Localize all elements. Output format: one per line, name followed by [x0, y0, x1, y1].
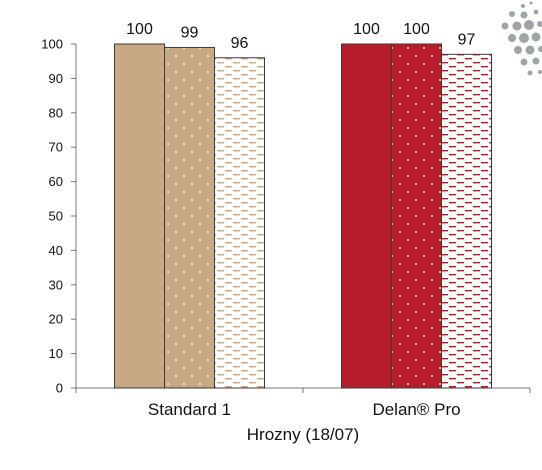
data-label: 96 — [231, 35, 249, 52]
decor-dot — [520, 58, 528, 66]
decor-dot — [537, 21, 542, 27]
y-tick-label: 20 — [49, 312, 63, 327]
decor-dot — [521, 4, 525, 8]
decor-dot — [525, 45, 535, 55]
decor-dot — [538, 70, 542, 74]
x-axis — [75, 387, 531, 393]
decor-dot — [508, 34, 516, 42]
data-label: 100 — [403, 21, 430, 38]
x-axis-title: Hrozny (18/07) — [247, 425, 359, 444]
decor-dot — [501, 22, 509, 30]
bar — [441, 53, 492, 389]
bar — [114, 43, 165, 389]
y-tick-label: 30 — [49, 277, 63, 292]
decor-dot — [509, 11, 515, 17]
decor-dot — [532, 57, 540, 65]
category-label: Delan® Pro — [372, 400, 460, 419]
decorative-dots — [501, 1, 542, 76]
data-label: 100 — [353, 21, 380, 38]
y-tick-label: 70 — [49, 140, 63, 155]
decor-dot — [538, 46, 542, 52]
y-tick-label: 60 — [49, 174, 63, 189]
decor-dot — [519, 33, 529, 43]
decor-dot — [531, 32, 541, 42]
bar — [341, 43, 392, 389]
decor-dot — [520, 11, 528, 19]
y-tick-label: 50 — [49, 209, 63, 224]
data-label: 100 — [126, 21, 153, 38]
bar — [391, 43, 442, 389]
y-axis: 0 10 20 30 40 50 60 70 80 90 100 — [41, 37, 77, 396]
decor-dot — [514, 46, 522, 54]
y-tick-label: 40 — [49, 243, 63, 258]
bar — [214, 57, 265, 389]
y-tick-label: 100 — [41, 37, 63, 52]
bars — [114, 43, 492, 389]
data-labels: 100 99 96 100 100 97 — [126, 21, 475, 52]
data-label: 97 — [458, 31, 476, 48]
decor-dot — [529, 1, 533, 5]
decor-dot — [524, 20, 534, 30]
y-tick-label: 80 — [49, 105, 63, 120]
bar — [164, 46, 215, 389]
decor-dot — [512, 21, 522, 31]
decor-dot — [527, 70, 533, 76]
y-tick-label: 10 — [49, 346, 63, 361]
y-tick-label: 0 — [56, 381, 63, 396]
y-tick-label: 90 — [49, 71, 63, 86]
data-label: 99 — [181, 24, 199, 41]
category-labels: Standard 1 Delan® Pro — [148, 400, 461, 419]
category-label: Standard 1 — [148, 400, 231, 419]
decor-dot — [533, 9, 539, 15]
